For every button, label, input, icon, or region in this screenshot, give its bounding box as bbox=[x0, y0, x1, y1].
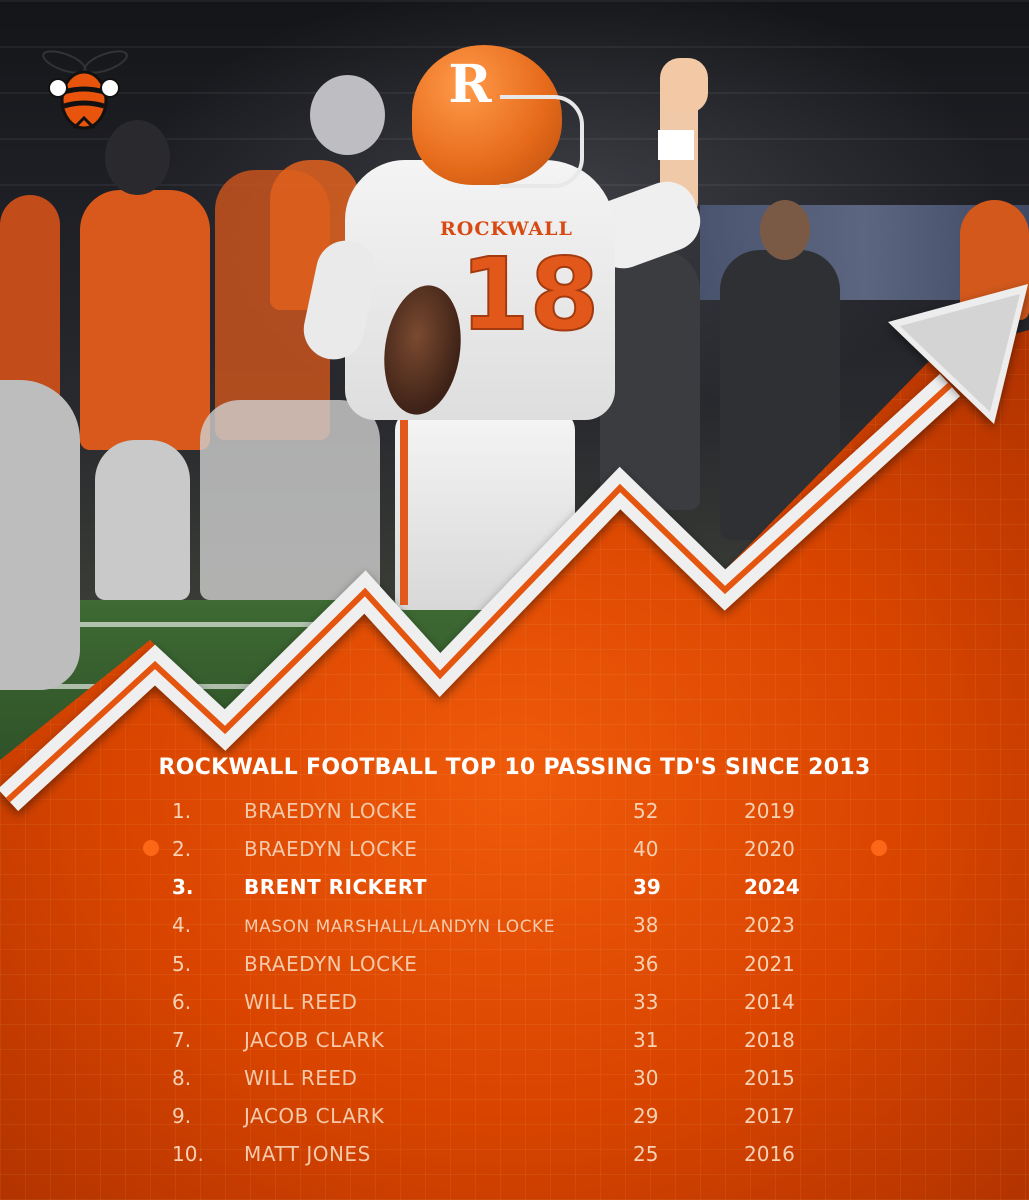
qb-helmet bbox=[412, 45, 562, 185]
rank: 3. bbox=[172, 875, 194, 899]
touchdowns: 40 bbox=[633, 837, 659, 861]
player-name: BRAEDYN LOCKE bbox=[244, 952, 418, 976]
touchdowns: 38 bbox=[633, 913, 659, 937]
background-player-helmet bbox=[310, 75, 385, 155]
background-coach-head bbox=[760, 200, 810, 260]
season-year: 2021 bbox=[744, 952, 795, 976]
table-row-highlight: 3. BRENT RICKERT 39 2024 bbox=[0, 873, 1029, 909]
decorative-dot bbox=[871, 840, 887, 856]
helmet-letter: R bbox=[448, 54, 492, 115]
table-row: 6. WILL REED 33 2014 bbox=[0, 988, 1029, 1024]
background-player-helmet bbox=[105, 120, 170, 195]
season-year: 2023 bbox=[744, 913, 795, 937]
qb-facemask bbox=[500, 95, 584, 188]
touchdowns: 36 bbox=[633, 952, 659, 976]
table-row: 9. JACOB CLARK 29 2017 bbox=[0, 1102, 1029, 1138]
table-row: 7. JACOB CLARK 31 2018 bbox=[0, 1026, 1029, 1062]
jersey-wordmark: ROCKWALL bbox=[440, 218, 573, 240]
touchdowns: 39 bbox=[633, 875, 661, 899]
table-row: 5. BRAEDYN LOCKE 36 2021 bbox=[0, 950, 1029, 986]
background-player bbox=[80, 190, 210, 450]
background-player bbox=[200, 400, 380, 600]
season-year: 2019 bbox=[744, 799, 795, 823]
player-name: WILL REED bbox=[244, 990, 358, 1014]
season-year: 2015 bbox=[744, 1066, 795, 1090]
table-row: 10. MATT JONES 25 2016 bbox=[0, 1140, 1029, 1176]
foreground-player-arm bbox=[0, 380, 80, 690]
player-name: MASON MARSHALL/LANDYN LOCKE bbox=[244, 917, 555, 937]
touchdowns: 25 bbox=[633, 1142, 659, 1166]
field-line bbox=[0, 622, 320, 627]
season-year: 2024 bbox=[744, 875, 800, 899]
touchdowns: 52 bbox=[633, 799, 659, 823]
player-name: BRENT RICKERT bbox=[244, 875, 427, 899]
player-name: MATT JONES bbox=[244, 1142, 371, 1166]
season-year: 2017 bbox=[744, 1104, 795, 1128]
season-year: 2018 bbox=[744, 1028, 795, 1052]
qb-pants-stripe bbox=[400, 415, 408, 605]
background-player bbox=[95, 440, 190, 600]
rank: 4. bbox=[172, 913, 192, 937]
table-row: 1. BRAEDYN LOCKE 52 2019 bbox=[0, 797, 1029, 833]
player-name: BRAEDYN LOCKE bbox=[244, 837, 418, 861]
page-title: ROCKWALL FOOTBALL TOP 10 PASSING TD'S SI… bbox=[158, 755, 871, 780]
table-row: 8. WILL REED 30 2015 bbox=[0, 1064, 1029, 1100]
touchdowns: 31 bbox=[633, 1028, 659, 1052]
decorative-dot bbox=[143, 840, 159, 856]
rank: 7. bbox=[172, 1028, 192, 1052]
player-name: BRAEDYN LOCKE bbox=[244, 799, 418, 823]
table-row: 4. MASON MARSHALL/LANDYN LOCKE 38 2023 bbox=[0, 911, 1029, 947]
hornet-logo-icon bbox=[42, 50, 128, 130]
touchdowns: 29 bbox=[633, 1104, 659, 1128]
background-coach bbox=[600, 250, 700, 510]
background-player bbox=[0, 195, 60, 405]
touchdowns: 33 bbox=[633, 990, 659, 1014]
player-name: JACOB CLARK bbox=[244, 1104, 385, 1128]
qb-pointing-hand bbox=[660, 58, 708, 113]
rank: 5. bbox=[172, 952, 192, 976]
rank: 2. bbox=[172, 837, 192, 861]
season-year: 2016 bbox=[744, 1142, 795, 1166]
rank: 9. bbox=[172, 1104, 192, 1128]
player-name: WILL REED bbox=[244, 1066, 358, 1090]
rank: 8. bbox=[172, 1066, 192, 1090]
season-year: 2014 bbox=[744, 990, 795, 1014]
rank: 1. bbox=[172, 799, 192, 823]
rank: 10. bbox=[172, 1142, 204, 1166]
qb-wristband bbox=[658, 130, 694, 160]
table-row: 2. BRAEDYN LOCKE 40 2020 bbox=[0, 835, 1029, 871]
touchdowns: 30 bbox=[633, 1066, 659, 1090]
rank: 6. bbox=[172, 990, 192, 1014]
player-name: JACOB CLARK bbox=[244, 1028, 385, 1052]
season-year: 2020 bbox=[744, 837, 795, 861]
